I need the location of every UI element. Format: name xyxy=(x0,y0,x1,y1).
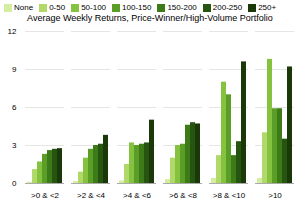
html-text:50-100: 50-100 xyxy=(81,2,107,12)
svg-text:3: 3 xyxy=(12,141,17,150)
html-text:150-200: 150-200 xyxy=(167,2,197,12)
svg-text:>0 & <2: >0 & <2 xyxy=(31,191,60,200)
html-text:100-150: 100-150 xyxy=(122,2,152,12)
html-text:0-50: 0-50 xyxy=(49,2,66,12)
svg-text:>10: >10 xyxy=(268,191,282,200)
html-text:250+: 250+ xyxy=(258,2,277,12)
svg-text:9: 9 xyxy=(12,65,17,74)
svg-text:>4 & <6: >4 & <6 xyxy=(123,191,152,200)
svg-text:>8 & <10: >8 & <10 xyxy=(213,191,246,200)
html-text:200-250: 200-250 xyxy=(212,2,243,12)
svg-text:>2 & <4: >2 & <4 xyxy=(77,191,106,200)
svg-text:6: 6 xyxy=(12,103,17,112)
svg-text:0: 0 xyxy=(12,179,17,188)
svg-text:12: 12 xyxy=(8,27,17,36)
svg-text:>6 & <8: >6 & <8 xyxy=(169,191,198,200)
html-text:None: None xyxy=(14,2,34,12)
html-text:Average Weekly Returns, Price-: Average Weekly Returns, Price-Winner/Hig… xyxy=(27,13,273,23)
